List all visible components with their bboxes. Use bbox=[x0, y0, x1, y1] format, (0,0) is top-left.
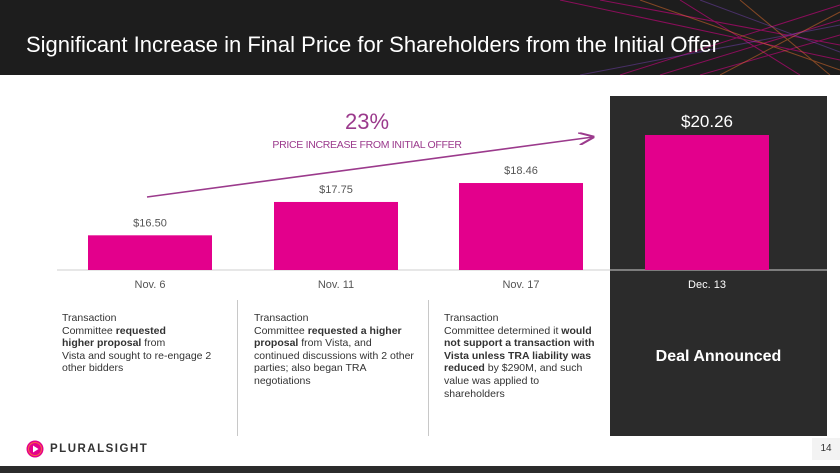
pluralsight-play-icon bbox=[26, 440, 44, 458]
note-text: shareholders bbox=[444, 387, 505, 400]
note-text-bold: higher proposal bbox=[62, 337, 142, 350]
note-text-bold: requested bbox=[115, 324, 166, 337]
bar-value-label: $17.75 bbox=[319, 184, 353, 196]
note-text: other bidders bbox=[62, 362, 124, 375]
x-tick-label: Nov. 6 bbox=[135, 279, 166, 291]
footer-bar bbox=[0, 466, 840, 473]
note-line: Committee requested bbox=[62, 325, 232, 338]
note-text: Transaction bbox=[254, 312, 309, 324]
bar-value-label: $16.50 bbox=[133, 217, 167, 229]
note-line: Vista unless TRA liability was bbox=[444, 350, 609, 363]
note-line: Vista and sought to re-engage 2 bbox=[62, 350, 232, 363]
note-text-bold: requested a higher bbox=[307, 324, 402, 337]
note-line: value was applied to bbox=[444, 375, 609, 388]
bar-value-label: $18.46 bbox=[504, 165, 538, 177]
note-text-bold: not support a transaction with bbox=[444, 337, 595, 350]
note-line: other bidders bbox=[62, 362, 232, 375]
price-bar-chart: $16.50 Nov. 6 $17.75 Nov. 11 $18.46 Nov. 17 $2… bbox=[57, 109, 827, 291]
note-text: continued discussions with 2 other bbox=[254, 349, 414, 362]
note-text-bold: would bbox=[561, 324, 592, 337]
note-line: not support a transaction with bbox=[444, 337, 609, 350]
note-text: Transaction bbox=[62, 312, 117, 324]
brand-name: PLURALSIGHT bbox=[50, 443, 149, 455]
slide-header: Significant Increase in Final Price for … bbox=[0, 0, 840, 75]
note-text: Committee bbox=[254, 324, 308, 337]
header-light-streaks bbox=[559, 0, 840, 75]
note-text: negotiations bbox=[254, 374, 311, 387]
bar-nov-17 bbox=[459, 183, 583, 270]
note-line: parties; also began TRA bbox=[254, 362, 424, 375]
note-text: Committee determined it bbox=[444, 324, 562, 337]
page-number: 14 bbox=[812, 438, 840, 460]
note-line: negotiations bbox=[254, 375, 424, 388]
increase-percent: 23% bbox=[345, 109, 389, 134]
note-text: from Vista, and bbox=[298, 337, 372, 350]
note-line: Transaction bbox=[254, 312, 424, 325]
note-line: Transaction bbox=[62, 312, 232, 325]
note-text: from bbox=[141, 337, 166, 350]
note-line: Committee determined it would bbox=[444, 325, 609, 338]
note-text-bold: Vista unless TRA liability was bbox=[444, 349, 592, 362]
bar-dec-13 bbox=[645, 135, 769, 270]
note-text-bold: reduced bbox=[444, 362, 485, 375]
note-line: Committee requested a higher bbox=[254, 325, 424, 338]
column-divider bbox=[237, 300, 238, 436]
slide-title: Significant Increase in Final Price for … bbox=[26, 32, 719, 57]
note-nov-17: Transaction Committee determined it would… bbox=[444, 312, 609, 400]
x-tick-label: Nov. 11 bbox=[318, 279, 354, 291]
increase-caption: PRICE INCREASE FROM INITIAL OFFER bbox=[272, 139, 462, 151]
note-text: Vista and sought to re-engage 2 bbox=[62, 349, 212, 362]
note-text-bold: proposal bbox=[254, 337, 299, 350]
note-line: higher proposal from bbox=[62, 337, 232, 350]
note-text: parties; also began TRA bbox=[254, 362, 367, 375]
bar-nov-11 bbox=[274, 201, 398, 270]
note-text: value was applied to bbox=[444, 374, 540, 387]
note-line: continued discussions with 2 other bbox=[254, 350, 424, 363]
bar-value-label: $20.26 bbox=[681, 112, 733, 131]
note-line: Transaction bbox=[444, 312, 609, 325]
note-line: proposal from Vista, and bbox=[254, 337, 424, 350]
column-divider bbox=[428, 300, 429, 436]
note-nov-11: Transaction Committee requested a higher p… bbox=[254, 312, 424, 388]
note-nov-6: Transaction Committee requested higher pro… bbox=[62, 312, 232, 375]
note-line: shareholders bbox=[444, 388, 609, 401]
note-text: Transaction bbox=[444, 312, 499, 324]
brand-logo: PLURALSIGHT bbox=[26, 440, 148, 458]
note-text: Committee bbox=[62, 324, 116, 337]
x-tick-label: Dec. 13 bbox=[688, 279, 726, 291]
note-text: by $290M, and such bbox=[484, 362, 583, 375]
note-line: reduced by $290M, and such bbox=[444, 362, 609, 375]
bar-nov-6 bbox=[88, 235, 212, 270]
trend-arrow bbox=[146, 137, 593, 198]
deal-announced-label: Deal Announced bbox=[655, 348, 782, 365]
x-tick-label: Nov. 17 bbox=[502, 279, 539, 291]
